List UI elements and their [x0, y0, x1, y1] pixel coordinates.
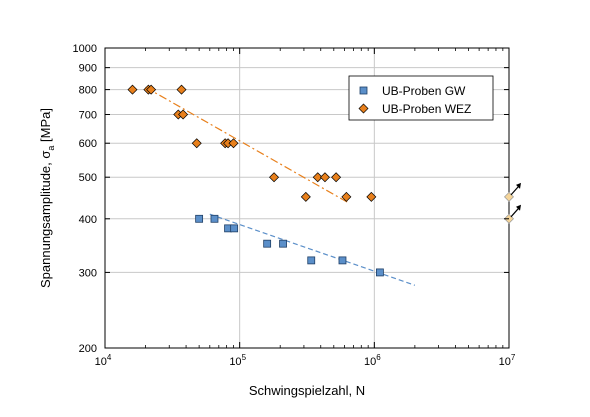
- legend-marker-gw: [359, 86, 368, 95]
- y-tick-label: 500: [79, 172, 97, 184]
- y-axis-title-unit: [MPa]: [38, 108, 53, 146]
- data-point-gw: [195, 214, 204, 223]
- runout-arrowhead: [516, 182, 521, 189]
- data-point-wez: [146, 84, 157, 95]
- y-tick-label: 600: [79, 138, 97, 150]
- data-point-wez: [269, 172, 280, 183]
- x-tick-label: 107: [499, 353, 516, 368]
- data-point-wez: [319, 172, 330, 183]
- legend-label-wez: UB-Proben WEZ: [382, 102, 471, 116]
- data-point-wez: [366, 191, 377, 202]
- x-tick-labels: 104 105 106 107: [95, 353, 516, 368]
- data-point-wez: [127, 84, 138, 95]
- x-tick-label: 105: [229, 353, 246, 368]
- y-tick-label: 400: [79, 214, 97, 226]
- data-point-wez: [312, 172, 323, 183]
- y-tick-labels: 200 300 400 500 600 700 800 900 1000: [73, 43, 97, 355]
- data-point-wez: [331, 172, 342, 183]
- data-points: [127, 84, 521, 277]
- data-point-gw: [230, 224, 239, 233]
- data-point-wez: [300, 191, 311, 202]
- y-tick-label: 300: [79, 267, 97, 279]
- legend-box: [348, 75, 494, 121]
- trend-line: [209, 213, 416, 286]
- y-tick-label: 200: [79, 343, 97, 355]
- legend: UB-Proben GW UB-Proben WEZ: [348, 75, 494, 121]
- runout-arrow: [510, 185, 520, 196]
- trend-line: [145, 86, 350, 204]
- legend-marker-wez: [358, 103, 369, 114]
- legend-label-gw: UB-Proben GW: [382, 84, 466, 98]
- data-point-wez: [178, 109, 189, 120]
- y-axis-title-subscript: a: [46, 146, 56, 151]
- y-axis-title-main: Spannungsamplitude, σ: [38, 151, 53, 288]
- runout-arrow: [510, 207, 520, 218]
- runout-arrowhead: [516, 204, 521, 211]
- data-point-wez: [176, 84, 187, 95]
- data-point-wez: [341, 191, 352, 202]
- data-point-gw: [210, 214, 219, 223]
- y-tick-label: 900: [79, 63, 97, 75]
- data-point-gw: [376, 268, 384, 277]
- data-point-wez: [228, 138, 239, 149]
- axis-ticks: [104, 47, 510, 349]
- data-point-gw: [263, 239, 272, 248]
- y-tick-label: 800: [79, 85, 97, 97]
- data-point-gw: [307, 256, 316, 265]
- x-tick-label: 104: [95, 353, 112, 368]
- y-axis-title: Spannungsamplitude, σa [MPa]: [38, 108, 56, 288]
- data-point-gw: [279, 239, 287, 248]
- data-point-gw: [338, 256, 347, 265]
- y-tick-label: 700: [79, 109, 97, 121]
- x-tick-label: 106: [364, 353, 381, 368]
- y-tick-label: 1000: [73, 43, 97, 55]
- data-point-wez: [191, 138, 202, 149]
- x-axis-title: Schwingspielzahl, N: [249, 383, 365, 398]
